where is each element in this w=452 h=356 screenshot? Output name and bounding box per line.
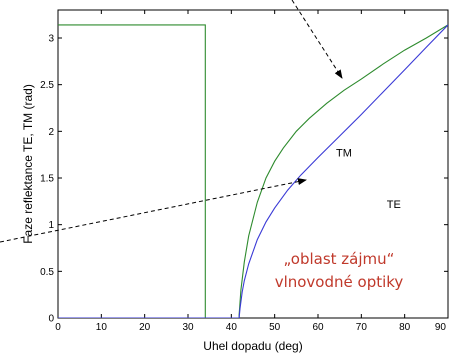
x-tick-label: 50: [269, 322, 281, 333]
annotation-line2: vlnovodné optiky: [275, 273, 404, 291]
x-tick-label: 60: [312, 322, 324, 333]
arrow-to-tm: [291, 0, 343, 79]
y-tick-label: 1: [48, 220, 54, 231]
y-tick-label: 3: [48, 34, 54, 45]
x-tick-label: 70: [356, 322, 368, 333]
y-axis-label: Faze reflektance TE, TM (rad): [21, 84, 35, 244]
series-line-te: [58, 24, 448, 318]
x-tick-label: 10: [96, 322, 108, 333]
y-tick-label: 0.5: [40, 267, 54, 278]
series-layer: [58, 24, 448, 318]
x-axis-ticks: 0 10 20 30 40 50 60 70 80 90: [55, 10, 449, 333]
y-tick-label: 1.5: [40, 174, 54, 185]
series-labels: TM TE: [336, 148, 401, 211]
y-tick-label: 2: [48, 127, 54, 138]
arrow-to-te: [0, 178, 307, 243]
x-tick-label: 80: [399, 322, 411, 333]
x-tick-label: 40: [226, 322, 238, 333]
x-tick-label: 0: [55, 322, 61, 333]
series-label-tm: TM: [336, 148, 352, 160]
plot-area: [57, 9, 449, 319]
x-tick-label: 30: [182, 322, 194, 333]
x-axis-label: Uhel dopadu (deg): [203, 339, 302, 353]
x-tick-label: 20: [139, 322, 151, 333]
x-tick-label: 90: [435, 322, 447, 333]
y-tick-label: 2.5: [40, 80, 54, 91]
y-axis-ticks: 0 0.5 1 1.5 2 2.5 3: [40, 34, 448, 325]
y-tick-label: 0: [48, 314, 54, 325]
annotation-line1: „oblast zájmu“: [284, 250, 395, 268]
series-label-te: TE: [387, 199, 401, 211]
